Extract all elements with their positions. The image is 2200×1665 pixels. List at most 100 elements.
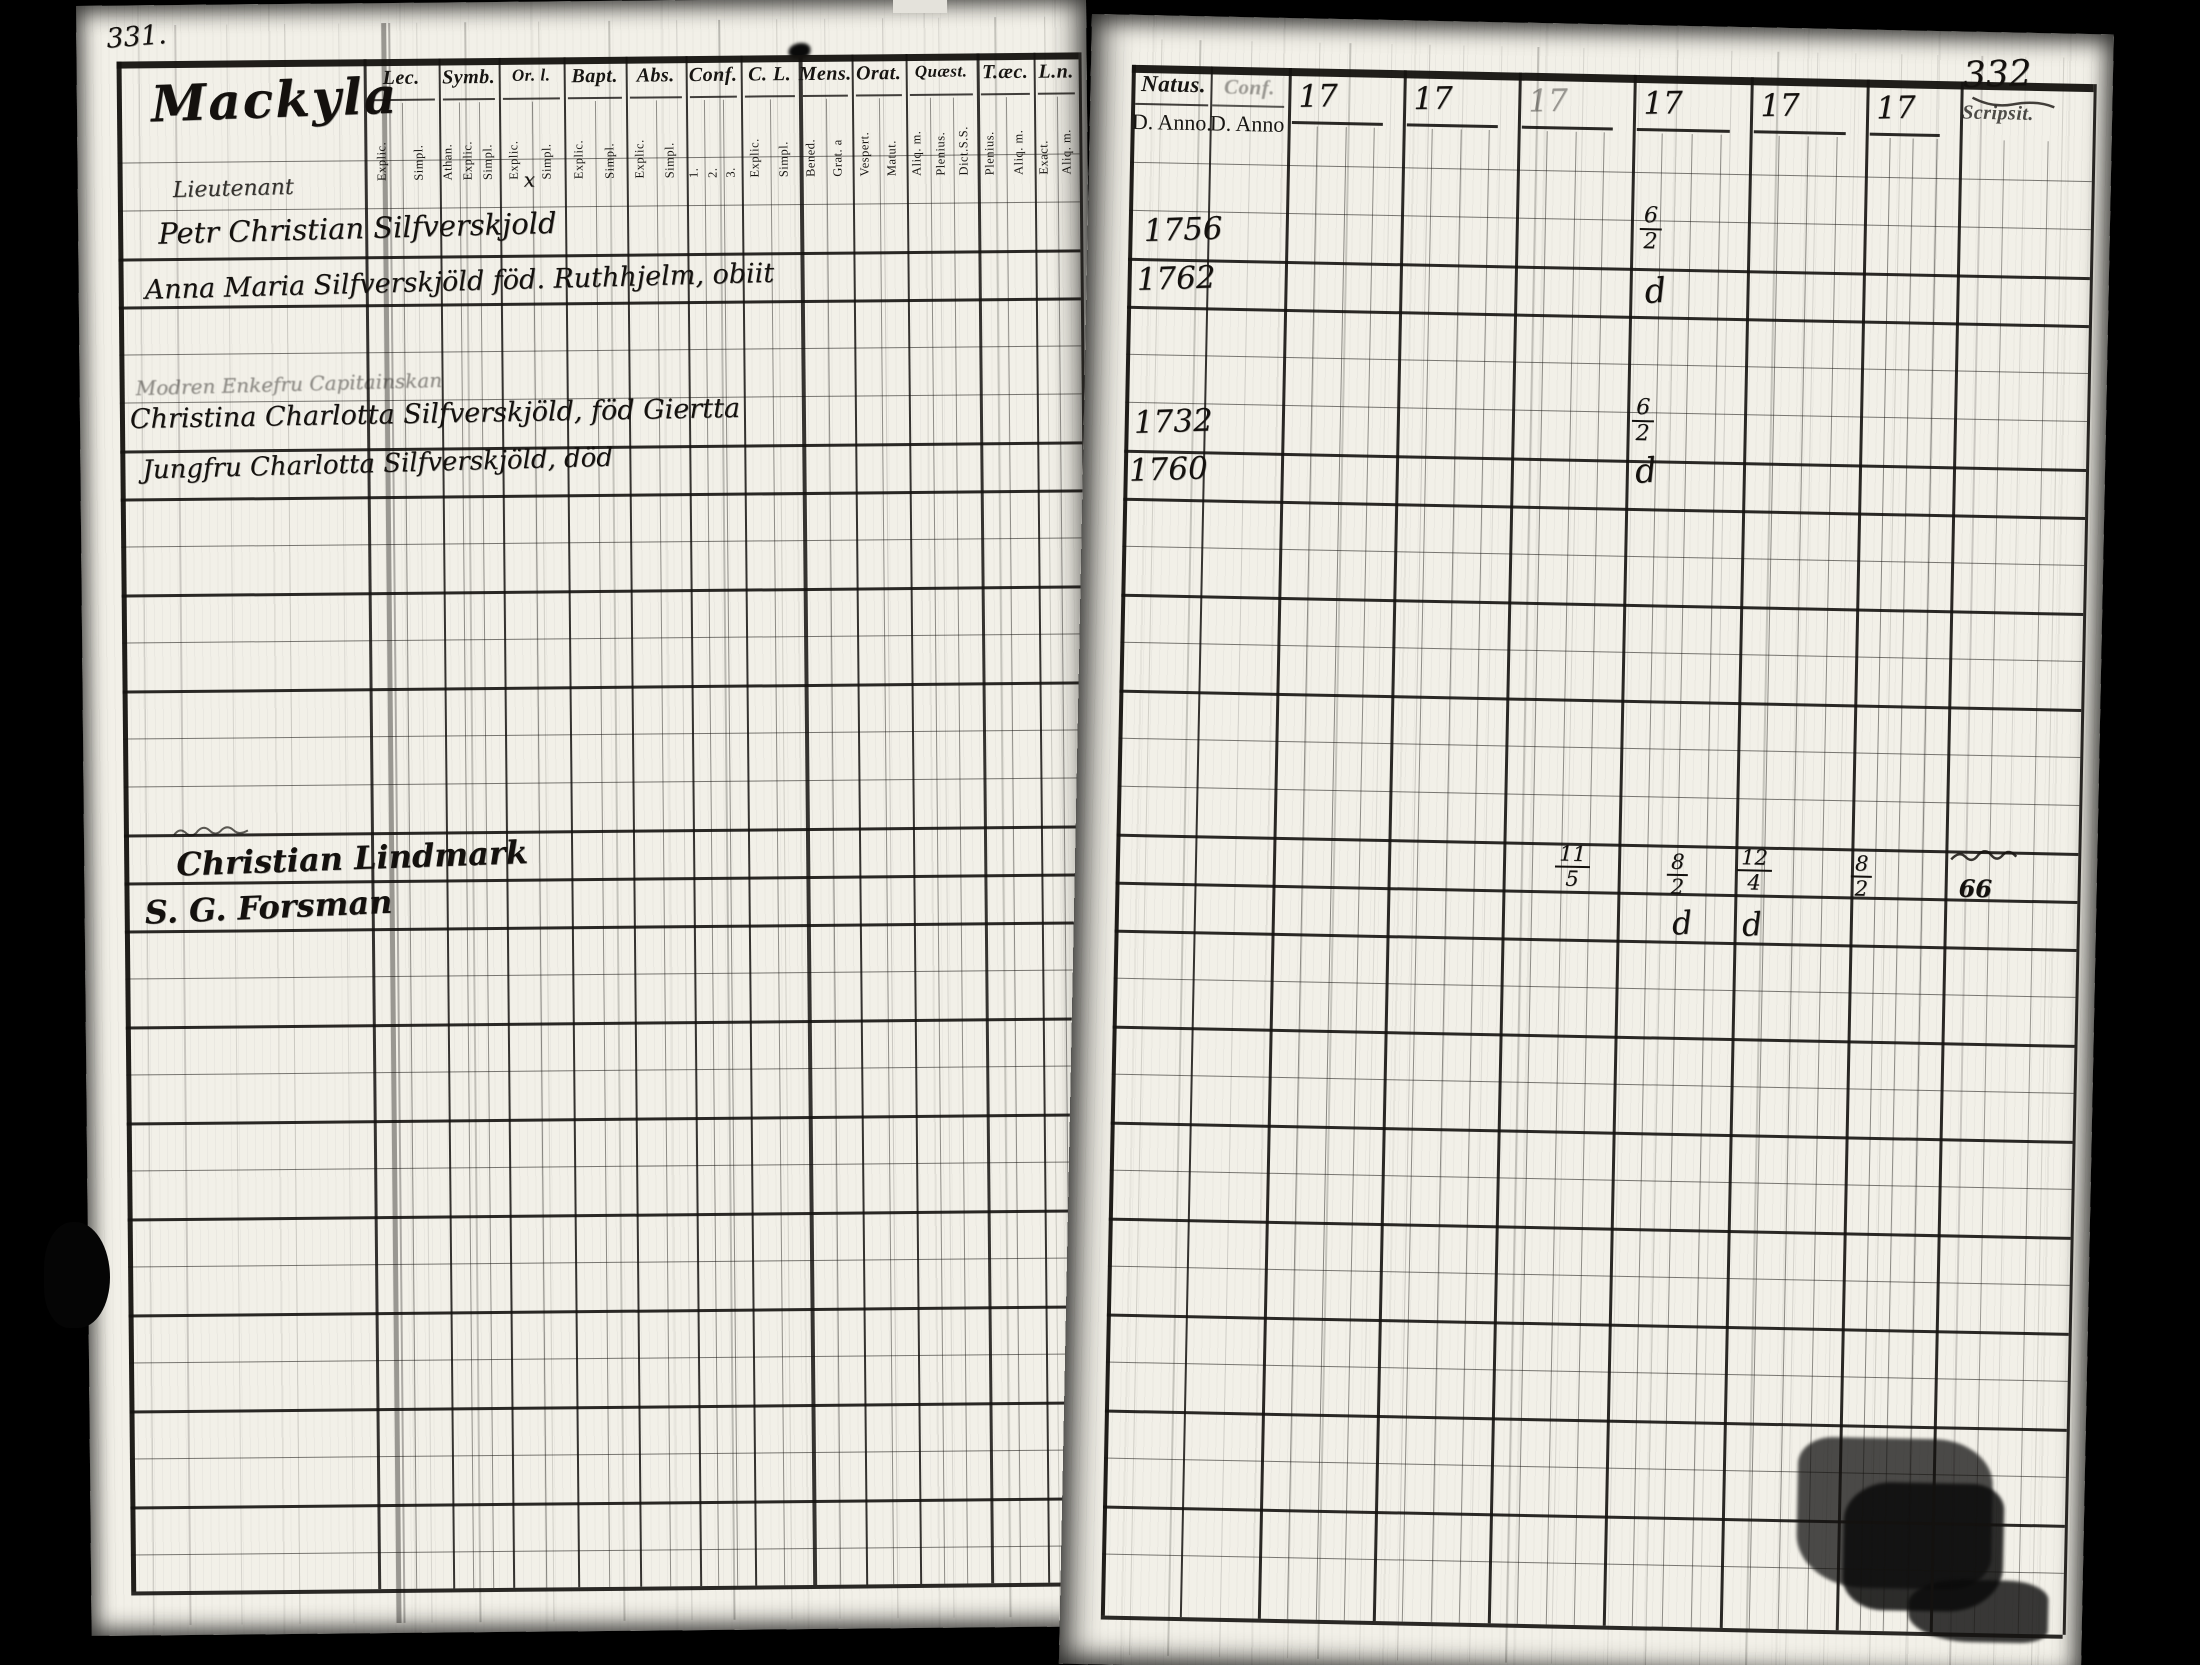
column-header: Bapt. — [571, 64, 619, 88]
grid-vline — [338, 23, 355, 1624]
fraction-denominator: 2 — [1670, 874, 1685, 900]
grid-hline — [125, 969, 1088, 980]
grid-vline — [608, 20, 626, 1621]
grid-vline — [1602, 74, 1637, 1626]
grid-vline — [594, 101, 611, 1587]
fraction-numerator: 6 — [1639, 203, 1663, 231]
grid-hline — [131, 1582, 1094, 1596]
column-subheader: Dict.S.S. — [956, 126, 971, 176]
grid-hline — [1125, 401, 2088, 423]
grid-vline — [929, 97, 945, 1584]
grid-vline — [1882, 138, 1914, 1632]
conf-subheader: D. Anno — [1209, 110, 1285, 137]
grid-hline — [1118, 737, 2081, 758]
grid-hline — [980, 92, 1030, 95]
grid-hline — [129, 1353, 1091, 1364]
grid-hline — [1869, 132, 1940, 137]
signature: S. G. Forsman — [143, 882, 394, 932]
year-column-header: 17 — [1528, 82, 1569, 120]
column-header: Conf. — [688, 63, 738, 87]
grid-hline — [1636, 127, 1730, 133]
column-header: Quæst. — [914, 61, 968, 81]
grid-hline — [1117, 785, 2080, 806]
grid-hline — [1108, 1217, 2071, 1240]
record-entry: Lieutenant — [172, 174, 295, 204]
column-subheader: Aliq. m. — [1010, 129, 1026, 176]
grid-hline — [1119, 689, 2082, 712]
grid-hline — [1105, 1361, 2068, 1382]
column-subheader: 2. — [705, 167, 720, 178]
grid-hline — [1127, 305, 2089, 328]
page-number-left: 331. — [105, 19, 168, 55]
grid-vline — [776, 19, 793, 1620]
grid-vline — [1100, 64, 1136, 1616]
grid-vline — [1401, 128, 1433, 1622]
record-entry: Petr Christian Silfverskjold — [157, 205, 557, 251]
grid-vline — [1344, 127, 1376, 1621]
grid-vline — [1690, 134, 1722, 1628]
grid-hline — [1124, 449, 2087, 472]
column-subheader: Simpl. — [539, 143, 554, 180]
grid-hline — [1113, 977, 2076, 998]
grid-hline — [126, 1113, 1089, 1126]
grid-hline — [1116, 833, 2079, 856]
grid-hline — [120, 489, 1083, 502]
grid-hline — [1104, 1409, 2067, 1432]
ditto-mark: d — [1670, 903, 1694, 943]
fraction-denominator: 2 — [1635, 420, 1650, 447]
grid-hline — [1112, 1025, 2075, 1048]
grid-hline — [1291, 121, 1383, 126]
grid-hline — [1753, 130, 1846, 135]
grid-hline — [855, 94, 902, 97]
grid-vline — [1257, 67, 1292, 1619]
entry-cross-mark: x — [523, 167, 536, 192]
grid-hline — [118, 249, 1081, 262]
column-subheader: 3. — [723, 167, 738, 178]
grid-hline — [122, 681, 1085, 694]
right-page: 332 Natus. D. Anno. Conf. D. Anno Scrips… — [1058, 14, 2114, 1665]
grid-hline — [367, 98, 435, 101]
grid-vline — [2062, 84, 2097, 1635]
grid-hline — [744, 95, 795, 98]
column-subheader: Grat. a — [830, 139, 845, 177]
column-subheader: 1. — [686, 167, 701, 179]
grid-vline — [531, 101, 547, 1588]
grid-hline — [130, 1545, 1093, 1556]
grid-hline — [119, 345, 1082, 356]
grid-hline — [502, 97, 560, 100]
grid-vline — [769, 99, 786, 1586]
column-subheader: Aliq. m. — [1058, 129, 1074, 175]
natus-subheader: D. Anno. — [1131, 108, 1213, 136]
grid-hline — [1123, 497, 2086, 520]
grid-vline — [704, 99, 720, 1586]
column-header: T.æc. — [981, 60, 1029, 84]
grid-vline — [1777, 136, 1809, 1630]
annotation-number: 66 — [1958, 873, 1993, 904]
grid-hline — [121, 537, 1084, 548]
grid-hline — [128, 1305, 1091, 1318]
grid-hline — [1107, 1265, 2070, 1286]
illegible-scrawl — [173, 826, 249, 837]
birth-year: 1762 — [1136, 259, 1217, 299]
grid-hline — [1106, 1313, 2069, 1336]
column-header: Symb. — [442, 65, 496, 89]
grid-hline — [122, 633, 1085, 644]
grid-hline — [1130, 161, 2092, 183]
column-header: L.n. — [1038, 60, 1074, 83]
grid-hline — [123, 777, 1086, 788]
grid-hline — [629, 96, 682, 99]
column-header: C. L. — [748, 63, 792, 86]
grid-hline — [909, 93, 973, 96]
fraction-numerator: 8 — [1850, 851, 1873, 878]
grid-hline — [1212, 104, 1285, 108]
record-entry: Modren Enkefru Capitainskan — [135, 367, 443, 401]
ditto-mark: d — [1642, 270, 1668, 313]
grid-vline — [878, 98, 895, 1585]
grid-hline — [442, 97, 495, 100]
record-entry: Anna Maria Silfverskjöld föd. Ruthhjelm,… — [144, 257, 775, 306]
left-page: 331. Mackyla x Christian Lindmark S. G. … — [76, 0, 1102, 1636]
column-header: Or. l. — [511, 65, 551, 85]
grid-hline — [123, 729, 1085, 740]
